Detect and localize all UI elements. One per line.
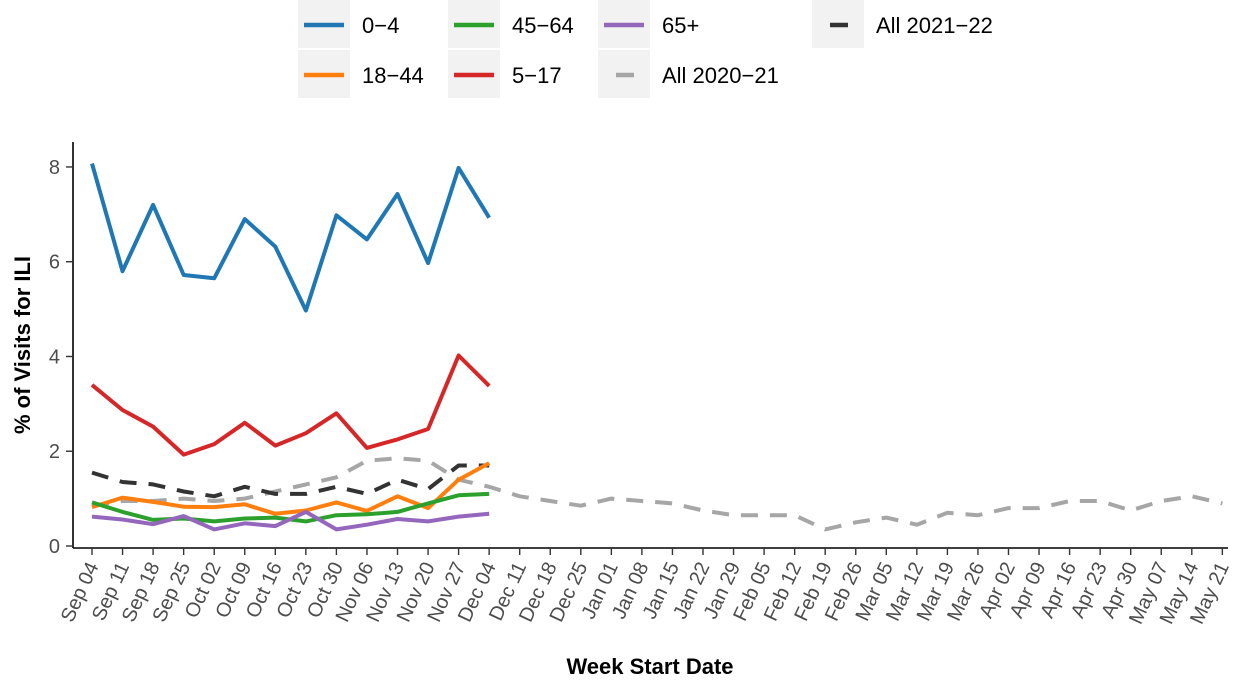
series-line-0: [91, 456, 1223, 532]
legend-label: 5−17: [512, 63, 562, 88]
series-line-6: [91, 509, 490, 532]
legend-label: 65+: [662, 13, 699, 38]
series-line-3: [90, 353, 491, 457]
y-tick-label: 4: [49, 346, 60, 368]
legend-label: 0−4: [362, 13, 399, 38]
y-tick-label: 6: [49, 252, 60, 274]
y-tick-label: 2: [49, 441, 60, 463]
x-axis-title: Week Start Date: [566, 654, 733, 679]
y-ticks: 0 2 4 6 8: [49, 157, 73, 558]
axes: [72, 142, 1228, 549]
legend: 0−4 18−44 45−64 5−17 65+ All 2020−21 All 2021−…: [298, 0, 993, 98]
series-lines: [90, 163, 1223, 532]
legend-label: All 2020−21: [662, 63, 779, 88]
y-tick-label: 8: [49, 157, 60, 179]
y-tick-label: 0: [49, 536, 60, 558]
series-line-1: [91, 463, 490, 499]
legend-label: All 2021−22: [876, 13, 993, 38]
y-axis-title: % of Visits for ILI: [10, 256, 35, 434]
legend-label: 18−44: [362, 63, 424, 88]
series-line-2: [90, 163, 491, 313]
legend-label: 45−64: [512, 13, 574, 38]
